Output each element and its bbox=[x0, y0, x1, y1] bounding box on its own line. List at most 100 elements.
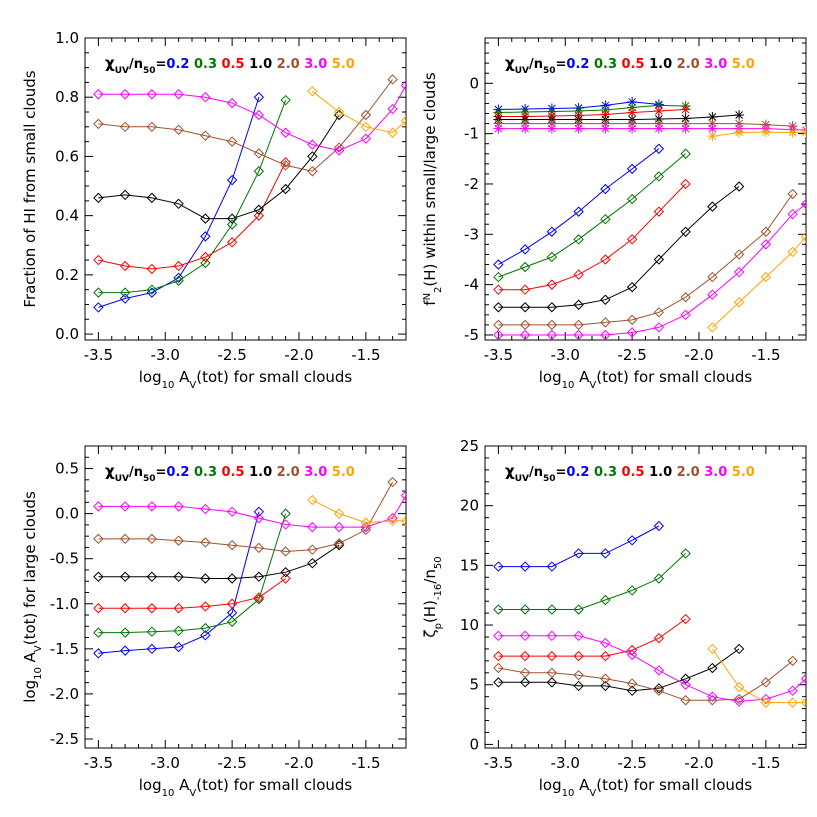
y-tick-label: 10 bbox=[460, 616, 479, 634]
data-point bbox=[760, 239, 772, 250]
data-point bbox=[707, 271, 718, 283]
data-point bbox=[493, 604, 504, 615]
data-point bbox=[800, 697, 806, 708]
data-point bbox=[626, 314, 638, 326]
data-point bbox=[119, 501, 131, 512]
data-point bbox=[519, 319, 531, 331]
data-point bbox=[360, 121, 372, 133]
data-point bbox=[93, 501, 104, 512]
data-point bbox=[573, 650, 584, 662]
y-tick-label: -1.0 bbox=[50, 595, 79, 613]
y-tick-label: 0 bbox=[469, 74, 479, 92]
data-point bbox=[226, 573, 238, 584]
x-tick-label: -2.0 bbox=[284, 346, 313, 364]
series-line bbox=[98, 511, 260, 654]
series-line bbox=[712, 236, 806, 328]
data-point bbox=[519, 284, 531, 295]
legend-entry: 3.0 bbox=[300, 465, 328, 480]
data-point bbox=[707, 201, 718, 212]
data-point bbox=[93, 118, 104, 130]
data-point bbox=[333, 521, 345, 533]
data-point bbox=[653, 632, 665, 644]
data-point bbox=[173, 198, 184, 210]
data-point bbox=[226, 174, 238, 186]
series-line bbox=[98, 544, 340, 579]
y-tick-label: 5 bbox=[469, 676, 479, 694]
y-tick-label: -2.5 bbox=[50, 730, 79, 748]
data-point bbox=[733, 297, 745, 308]
data-point bbox=[653, 143, 665, 154]
legend-entry: 0.3 bbox=[589, 465, 617, 480]
data-point bbox=[626, 535, 638, 546]
data-point bbox=[733, 681, 745, 693]
data-area bbox=[493, 520, 806, 708]
data-point bbox=[573, 206, 584, 217]
data-point bbox=[760, 127, 771, 138]
y-axis-label: log10 AV(tot) for large clouds bbox=[21, 491, 44, 703]
data-point bbox=[200, 537, 211, 548]
data-point bbox=[119, 287, 131, 298]
x-tick-label: -2.0 bbox=[684, 346, 713, 364]
data-point bbox=[200, 601, 211, 612]
data-point bbox=[626, 649, 638, 661]
y-axis-label: fN2(H) within small/large clouds bbox=[421, 72, 444, 306]
data-point bbox=[93, 627, 104, 638]
data-point bbox=[653, 322, 665, 333]
data-point bbox=[400, 115, 406, 127]
data-point bbox=[600, 123, 611, 134]
series-line bbox=[498, 114, 740, 120]
data-point bbox=[573, 669, 584, 681]
y-tick-label: 25 bbox=[460, 437, 479, 455]
data-point bbox=[733, 696, 745, 707]
data-point bbox=[400, 490, 406, 501]
data-point bbox=[400, 515, 406, 527]
y-tick-label: 1.0 bbox=[55, 29, 79, 47]
data-point bbox=[680, 148, 691, 159]
legend: χUV/n50=0.2 0.3 0.5 1.0 2.0 3.0 5.0 bbox=[105, 54, 355, 76]
data-point bbox=[546, 319, 558, 331]
x-tick-label: -2.0 bbox=[284, 754, 313, 772]
data-point bbox=[173, 571, 184, 582]
series-line bbox=[498, 525, 660, 568]
data-point bbox=[493, 271, 504, 283]
data-point bbox=[493, 284, 504, 295]
data-point bbox=[733, 266, 745, 278]
data-point bbox=[600, 680, 611, 692]
series-line bbox=[498, 660, 793, 701]
data-point bbox=[173, 89, 184, 100]
legend-entry: 2.0 bbox=[272, 465, 300, 480]
data-point bbox=[253, 542, 265, 554]
legend-entry: 3.0 bbox=[700, 465, 728, 480]
legend-entry: 1.0 bbox=[245, 57, 273, 72]
data-point bbox=[119, 121, 131, 133]
x-axis-label: log10 AV(tot) for small clouds bbox=[539, 368, 753, 391]
data-point bbox=[733, 643, 745, 655]
data-point bbox=[119, 603, 131, 614]
data-point bbox=[707, 131, 718, 142]
data-point bbox=[707, 643, 718, 655]
y-axis-label: Fraction of HI from small clouds bbox=[21, 70, 39, 307]
series-line bbox=[312, 499, 406, 524]
data-point bbox=[226, 237, 238, 248]
x-tick-label: -3.0 bbox=[151, 346, 180, 364]
data-point bbox=[387, 512, 398, 524]
data-point bbox=[280, 508, 291, 519]
data-point bbox=[226, 616, 238, 627]
data-point bbox=[573, 319, 584, 331]
legend-entry: 0.5 bbox=[617, 57, 645, 72]
data-point bbox=[173, 641, 184, 653]
data-point bbox=[519, 650, 531, 662]
data-point bbox=[493, 329, 504, 340]
data-point bbox=[800, 198, 806, 210]
series-line bbox=[498, 648, 740, 692]
legend-entry: 1.0 bbox=[245, 465, 273, 480]
y-tick-label: 0.5 bbox=[55, 460, 79, 478]
data-point bbox=[200, 231, 211, 242]
data-point bbox=[493, 123, 504, 134]
data-point bbox=[253, 592, 265, 603]
y-tick-label: 0 bbox=[469, 735, 479, 753]
data-point bbox=[280, 183, 291, 195]
data-point bbox=[707, 112, 718, 123]
data-point bbox=[600, 548, 611, 559]
data-point bbox=[119, 645, 131, 656]
